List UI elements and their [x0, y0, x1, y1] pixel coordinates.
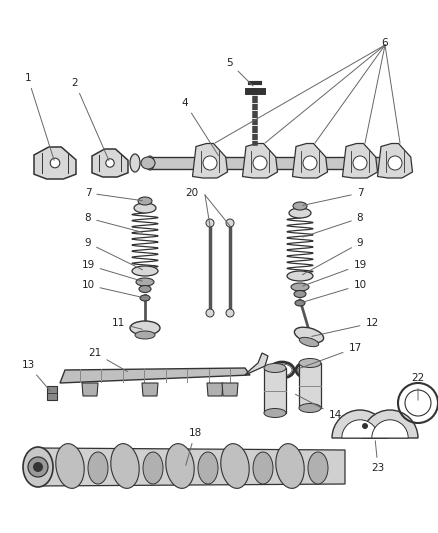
Polygon shape [60, 368, 249, 383]
Text: 5: 5 [226, 58, 252, 86]
Text: 8: 8 [85, 213, 142, 232]
Ellipse shape [143, 452, 162, 484]
Circle shape [352, 156, 366, 170]
Circle shape [387, 156, 401, 170]
Ellipse shape [130, 154, 140, 172]
Polygon shape [342, 143, 377, 178]
Text: 4: 4 [181, 98, 218, 156]
Polygon shape [47, 386, 57, 400]
Text: 21: 21 [88, 348, 127, 372]
Ellipse shape [298, 403, 320, 413]
Polygon shape [242, 143, 277, 178]
Circle shape [252, 156, 266, 170]
Ellipse shape [298, 359, 320, 367]
Text: 14: 14 [295, 394, 341, 420]
Ellipse shape [110, 443, 139, 488]
Circle shape [33, 462, 43, 472]
Polygon shape [207, 383, 223, 396]
Ellipse shape [385, 156, 393, 170]
Text: 10: 10 [81, 280, 142, 297]
Ellipse shape [139, 286, 151, 293]
Ellipse shape [288, 208, 310, 218]
Wedge shape [361, 410, 417, 438]
Wedge shape [331, 410, 387, 438]
Text: 22: 22 [410, 373, 424, 400]
Circle shape [361, 423, 367, 429]
Ellipse shape [23, 447, 53, 487]
Ellipse shape [263, 364, 285, 373]
Ellipse shape [252, 452, 272, 484]
Ellipse shape [56, 443, 84, 488]
Text: 10: 10 [302, 280, 366, 302]
Circle shape [302, 156, 316, 170]
Ellipse shape [135, 331, 155, 339]
Polygon shape [298, 363, 320, 408]
Ellipse shape [88, 452, 108, 484]
Ellipse shape [198, 452, 218, 484]
Polygon shape [222, 383, 237, 396]
Polygon shape [244, 353, 267, 375]
Text: 7: 7 [302, 188, 363, 205]
Ellipse shape [220, 443, 249, 488]
Ellipse shape [134, 203, 155, 213]
Polygon shape [192, 143, 227, 178]
Circle shape [202, 156, 216, 170]
Circle shape [106, 159, 114, 167]
Circle shape [28, 457, 48, 477]
Text: 7: 7 [85, 188, 142, 200]
Text: 13: 13 [21, 360, 50, 391]
Ellipse shape [294, 300, 304, 306]
Circle shape [226, 309, 233, 317]
Ellipse shape [136, 278, 154, 286]
Polygon shape [34, 147, 76, 179]
Ellipse shape [286, 271, 312, 281]
Wedge shape [371, 420, 407, 438]
Polygon shape [377, 143, 412, 178]
Text: 12: 12 [311, 318, 378, 336]
Ellipse shape [166, 443, 194, 488]
Ellipse shape [294, 327, 323, 343]
Ellipse shape [275, 443, 304, 488]
Polygon shape [292, 143, 327, 178]
Text: 19: 19 [81, 260, 142, 281]
Circle shape [205, 219, 213, 227]
Polygon shape [263, 368, 285, 413]
Ellipse shape [299, 337, 318, 346]
Text: 18: 18 [185, 428, 201, 465]
Polygon shape [38, 448, 344, 486]
Polygon shape [82, 383, 98, 396]
Ellipse shape [132, 266, 158, 276]
Ellipse shape [141, 157, 155, 169]
Ellipse shape [290, 283, 308, 291]
Circle shape [50, 158, 60, 168]
Ellipse shape [292, 202, 306, 210]
Wedge shape [341, 420, 378, 438]
Text: 9: 9 [85, 238, 142, 270]
Text: 1: 1 [25, 73, 54, 160]
Ellipse shape [293, 290, 305, 297]
Text: 20: 20 [185, 188, 198, 198]
Ellipse shape [307, 452, 327, 484]
Text: 23: 23 [371, 441, 384, 473]
Ellipse shape [272, 364, 291, 376]
Text: 8: 8 [302, 213, 363, 237]
Text: 17: 17 [297, 343, 361, 369]
Polygon shape [141, 383, 158, 396]
Circle shape [205, 309, 213, 317]
Polygon shape [92, 149, 128, 177]
Ellipse shape [140, 295, 150, 301]
Text: 9: 9 [302, 238, 363, 274]
Ellipse shape [130, 321, 159, 335]
Ellipse shape [263, 408, 285, 417]
Text: 6: 6 [381, 38, 388, 48]
Circle shape [226, 219, 233, 227]
Ellipse shape [146, 156, 154, 170]
Text: 2: 2 [71, 78, 109, 160]
Text: 11: 11 [111, 318, 142, 329]
Polygon shape [150, 157, 389, 169]
Text: 19: 19 [302, 260, 366, 286]
Ellipse shape [297, 364, 317, 376]
Ellipse shape [138, 197, 152, 205]
Circle shape [404, 390, 430, 416]
